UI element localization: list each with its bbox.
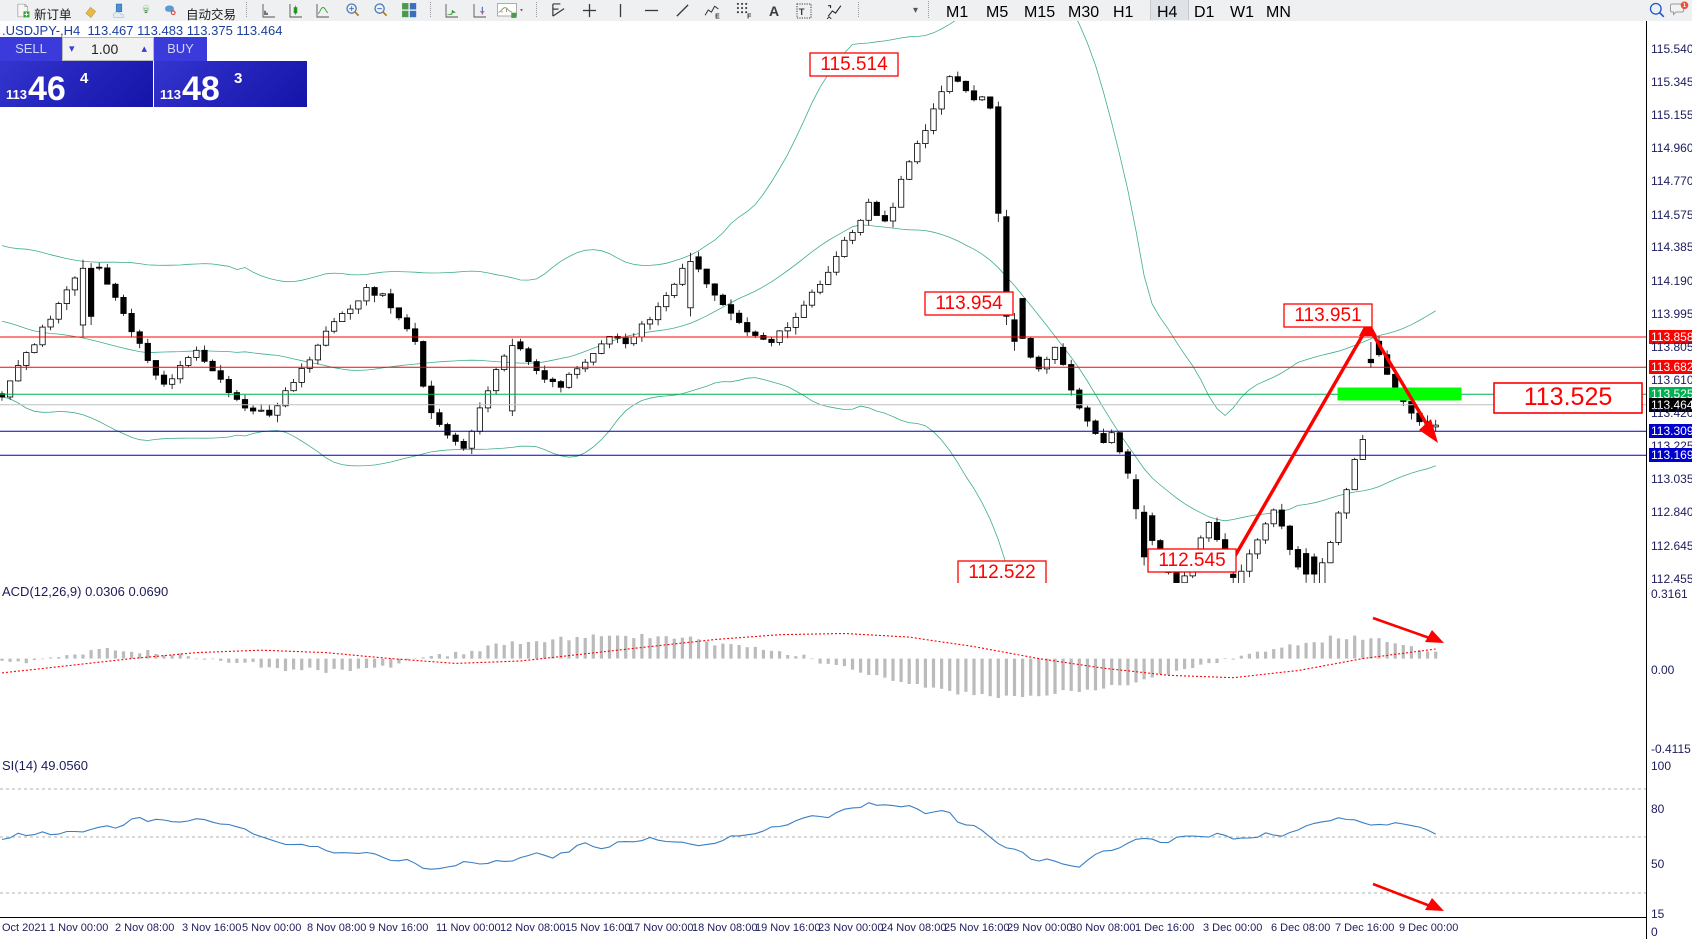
svg-text:112.545: 112.545 xyxy=(1158,550,1225,571)
svg-text:113.954: 113.954 xyxy=(935,293,1003,314)
svg-text:E: E xyxy=(715,13,720,19)
svg-text:112.522: 112.522 xyxy=(968,562,1035,583)
svg-text:1: 1 xyxy=(1683,3,1686,9)
svg-text:113.951: 113.951 xyxy=(1294,305,1361,326)
svg-text:113.525: 113.525 xyxy=(1524,383,1613,411)
svg-text:115.514: 115.514 xyxy=(820,54,888,75)
svg-text:T: T xyxy=(799,7,805,18)
svg-text:F: F xyxy=(747,13,751,19)
